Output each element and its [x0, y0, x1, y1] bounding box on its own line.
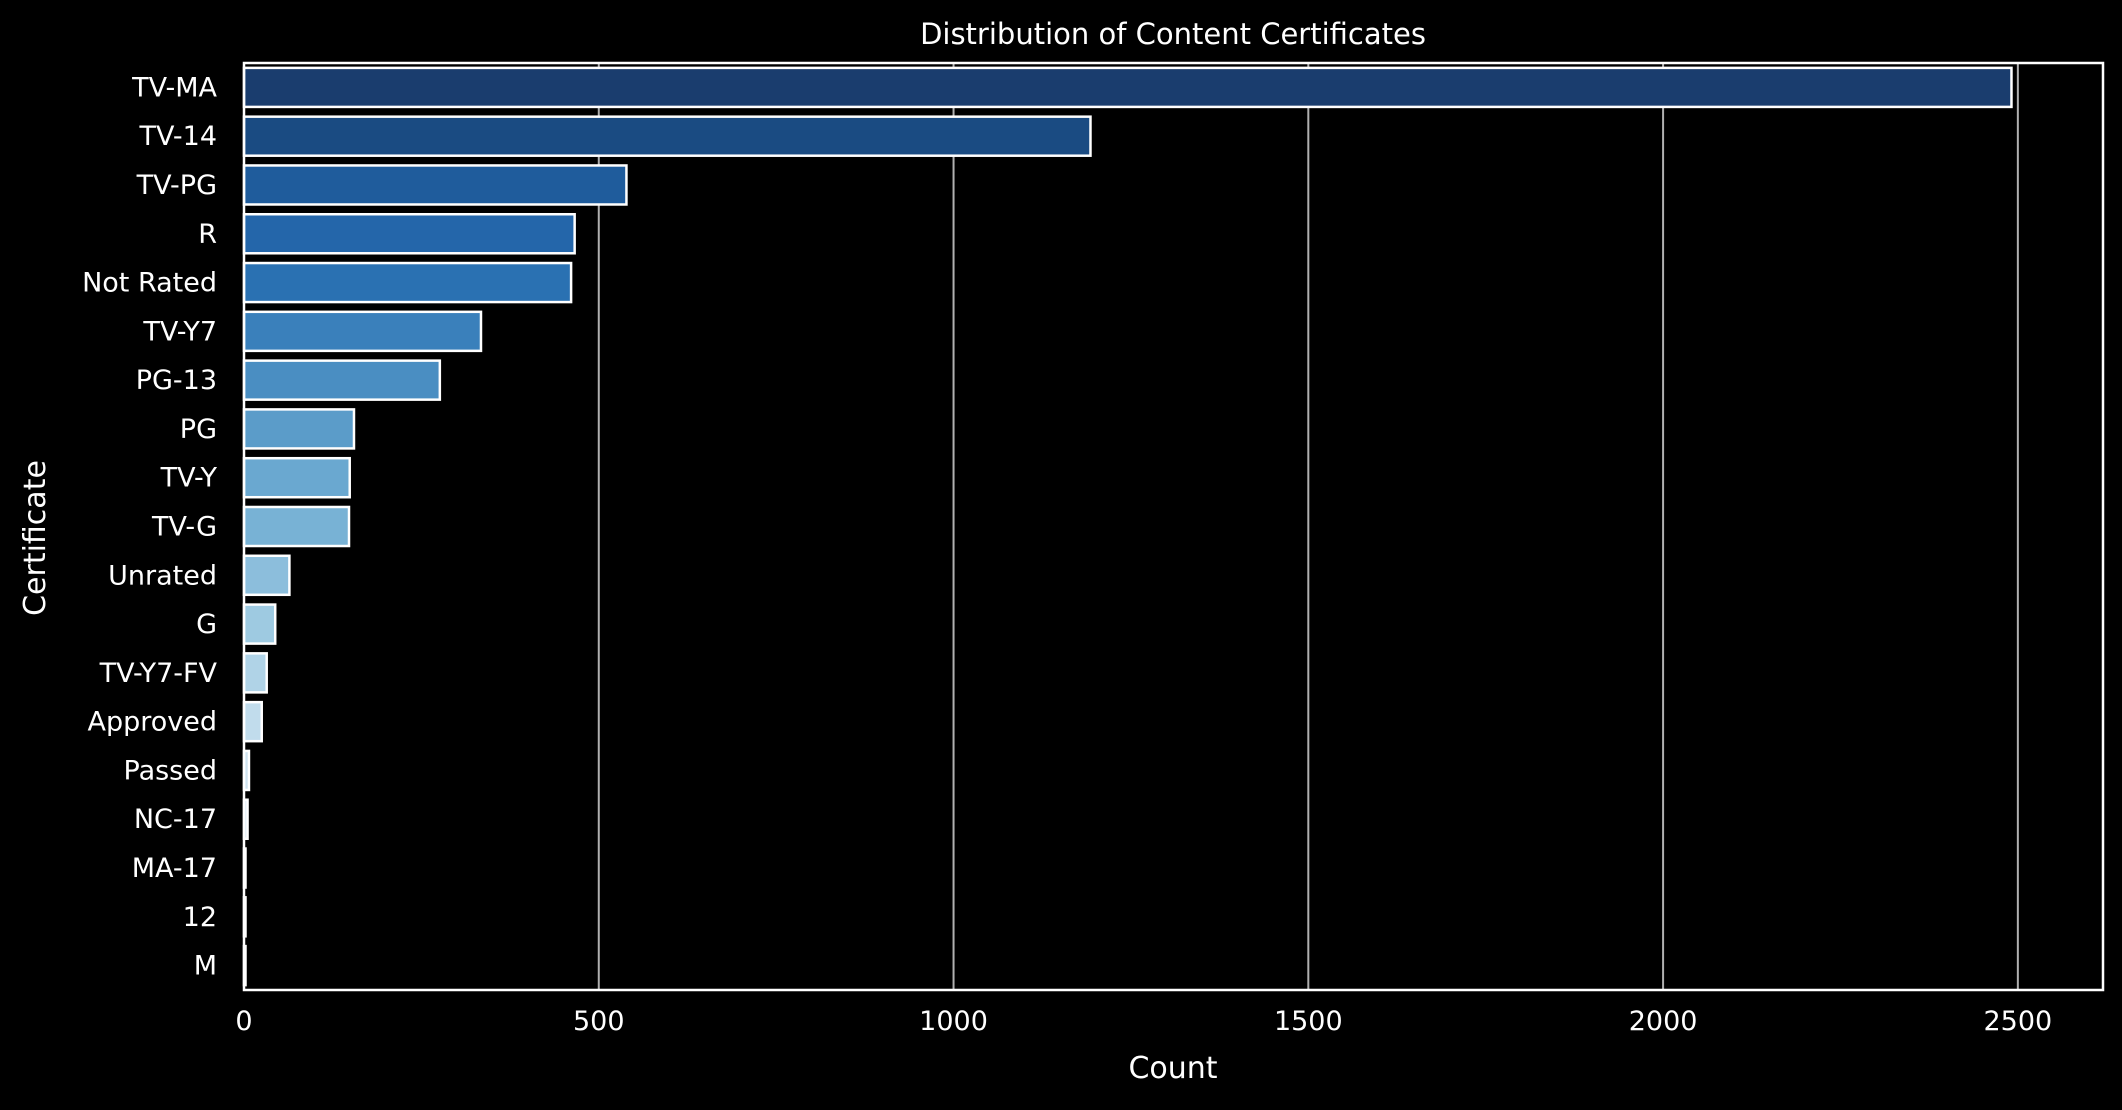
x-tick-label: 1500 — [1274, 1006, 1343, 1037]
bar — [242, 164, 628, 206]
x-tick-label: 1000 — [919, 1006, 988, 1037]
chart-title: Distribution of Content Certificates — [920, 17, 1426, 51]
y-tick-label: G — [196, 609, 217, 640]
bar — [242, 359, 442, 401]
bar — [242, 310, 483, 353]
bar — [242, 603, 277, 645]
x-tick-label: 500 — [573, 1006, 625, 1037]
y-tick-label: TV-Y7 — [142, 316, 217, 347]
y-axis-label: Certificate — [18, 460, 53, 616]
x-tick-label: 2000 — [1629, 1006, 1698, 1037]
y-tick-label: MA-17 — [132, 853, 217, 884]
y-tick-labels: TV-MA TV-14 TV-PG R Not Rated TV-Y7 PG-13 PG TV-… — [82, 72, 217, 981]
y-tick-label: TV-G — [151, 512, 217, 543]
bar — [242, 115, 1092, 157]
y-tick-label: Not Rated — [82, 268, 217, 299]
y-tick-label: Unrated — [108, 560, 217, 591]
bar — [242, 456, 351, 499]
x-axis-label: Count — [1128, 1051, 1217, 1086]
plot-frame — [242, 61, 2105, 992]
y-tick-label: Approved — [87, 707, 217, 738]
bar — [242, 554, 291, 597]
bar — [242, 408, 356, 450]
y-tick-label: M — [194, 951, 217, 982]
bar — [242, 700, 263, 743]
y-tick-label: Passed — [124, 755, 218, 786]
x-tick-labels: 0 500 1000 1500 2000 2500 — [235, 1006, 2052, 1037]
y-tick-label: TV-14 — [139, 121, 217, 152]
bars — [242, 66, 2013, 987]
x-tick-label: 2500 — [1983, 1006, 2052, 1037]
y-tick-label: 12 — [183, 902, 217, 933]
bar — [242, 212, 576, 255]
bar — [242, 261, 573, 304]
y-tick-label: NC-17 — [134, 804, 217, 835]
x-tick-label: 0 — [235, 1006, 252, 1037]
y-tick-label: TV-PG — [136, 170, 217, 201]
y-tick-label: TV-MA — [131, 72, 217, 103]
bar — [242, 66, 2013, 109]
bar — [242, 505, 351, 548]
y-tick-label: PG — [180, 414, 217, 445]
y-tick-label: TV-Y — [160, 463, 218, 494]
bar — [242, 652, 268, 694]
y-tick-label: R — [198, 219, 217, 250]
y-tick-label: TV-Y7-FV — [99, 658, 218, 689]
y-tick-label: PG-13 — [136, 365, 217, 396]
